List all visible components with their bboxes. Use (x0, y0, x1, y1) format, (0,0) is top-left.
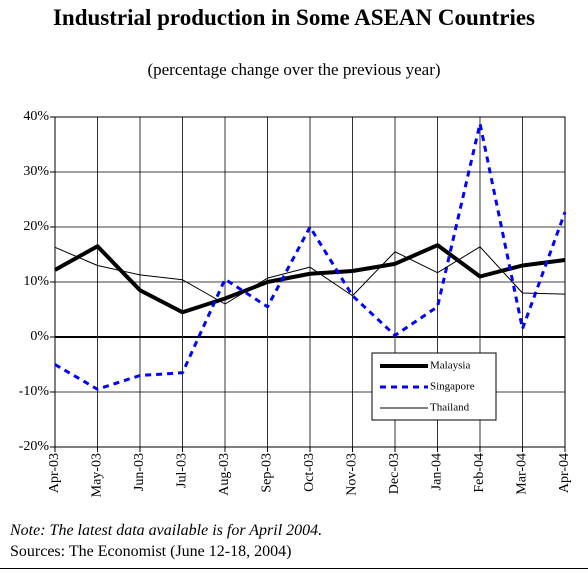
y-tick-label: 40% (23, 109, 49, 124)
note: Note: The latest data available is for A… (10, 522, 323, 539)
x-tick-label: Aug-03 (217, 453, 232, 496)
x-tick-label: Mar-04 (515, 453, 530, 495)
y-tick-label: -10% (19, 384, 50, 399)
x-tick-label: Nov-03 (345, 453, 360, 496)
series-line (54, 243, 566, 315)
legend-label: Singapore (430, 381, 475, 393)
x-tick-label: Dec-03 (387, 453, 402, 494)
x-tick-label: Feb-04 (472, 453, 487, 493)
x-tick-label: Oct-03 (302, 453, 317, 492)
series-line (54, 122, 567, 391)
y-tick-label: 0% (30, 329, 49, 344)
x-tick-label: Jan-04 (430, 453, 445, 490)
y-tick-label: -20% (19, 439, 50, 454)
chart-title: Industrial production in Some ASEAN Coun… (52, 5, 536, 30)
y-tick-label: 10% (23, 274, 49, 289)
plot-frame (54, 116, 566, 448)
legend-label: Thailand (430, 402, 470, 414)
x-tick-label: Apr-04 (557, 453, 572, 493)
source: Sources: The Economist (June 12-18, 2004… (10, 543, 292, 560)
x-tick-label: Jun-03 (132, 453, 147, 491)
legend-label: Malaysia (430, 360, 470, 372)
x-tick-label: May-03 (90, 453, 105, 497)
bottom-rule (0, 568, 588, 569)
x-tick-label: Apr-03 (47, 453, 62, 493)
y-tick-label: 20% (23, 219, 49, 234)
x-tick-label: Sep-03 (260, 453, 275, 493)
x-tick-label: Jul-03 (175, 453, 190, 488)
series-line (54, 246, 566, 305)
chart-subtitle: (percentage change over the previous yea… (147, 60, 441, 79)
chart: -20% -10% 0% 10% 20% 30% 40% Apr-03 May-03 Jun-03… (19, 109, 573, 497)
y-tick-label: 30% (23, 164, 49, 179)
